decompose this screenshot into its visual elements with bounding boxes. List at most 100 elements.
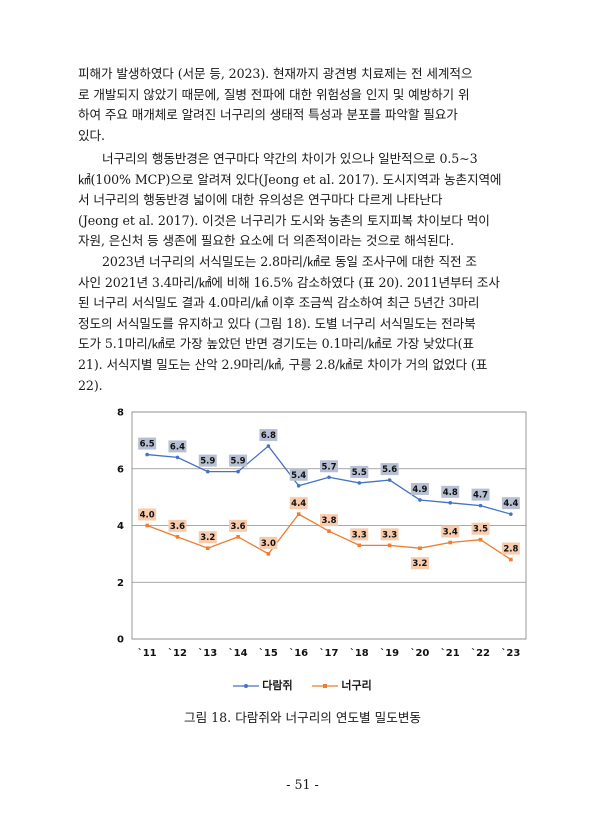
paragraph-line: 22).: [78, 377, 103, 393]
chart-series: [145, 444, 513, 562]
data-label-bg: [138, 508, 157, 521]
data-point: [175, 535, 180, 539]
data-point: [448, 540, 453, 545]
data-point: [175, 455, 180, 460]
y-axis-ticks: 0 2 4 6 8: [117, 408, 124, 646]
data-label: 4.0: [140, 511, 155, 521]
data-label: 3.6: [231, 522, 246, 532]
x-tick-label: `22: [471, 647, 490, 659]
paragraph-line: 사인 2021년 3.4마리/㎢에 비해 16.5% 감소하였다 (표 20).…: [78, 274, 500, 290]
data-label-bg: [441, 525, 460, 538]
data-label: 4.7: [473, 491, 488, 501]
data-point: [205, 469, 210, 474]
chart-data-labels: 6.5 6.4 5.9 5.9 6.8 5.4 5.7 5.5 5.6 4.9 4.8 4.7 4.4 4…: [138, 429, 520, 570]
data-label: 5.4: [291, 471, 306, 481]
legend-label: 다람쥐: [262, 679, 293, 692]
data-label: 3.0: [261, 539, 276, 549]
data-label: 3.3: [382, 530, 397, 540]
legend-item-raccoon-dog: 너구리: [312, 677, 372, 693]
x-tick-label: `20: [410, 647, 429, 659]
data-point: [357, 543, 362, 548]
data-label-bg: [259, 536, 278, 549]
data-label: 3.6: [170, 522, 185, 532]
paragraph-line: 정도의 서식밀도를 유지하고 있다 (그림 18). 도별 너구리 서식밀도는 …: [78, 315, 476, 331]
data-point: [145, 452, 149, 457]
legend-marker-blue: [233, 684, 260, 688]
figure-caption: 그림 18. 다람쥐와 너구리의 연도별 밀도변동: [183, 710, 421, 725]
data-label: 2.8: [503, 545, 518, 555]
x-tick-label: `11: [138, 647, 157, 659]
data-label-bg: [350, 528, 369, 541]
data-label-bg: [229, 454, 248, 467]
data-label-bg: [289, 468, 308, 481]
data-point: [327, 475, 331, 480]
data-label: 3.3: [352, 530, 367, 540]
data-label-bg: [441, 485, 460, 498]
data-label: 5.6: [382, 465, 397, 475]
data-point: [387, 478, 392, 482]
data-point: [387, 543, 392, 548]
paragraph-line: 도가 5.1마리/㎢로 가장 높았던 반면 경기도는 0.1마리/㎢로 가장 낮…: [78, 336, 474, 352]
data-label: 6.8: [261, 431, 276, 441]
paragraph-line: 서 너구리의 행동반경 넓이에 대한 유의성은 연구마다 다르게 나타난다: [78, 192, 443, 208]
data-point: [296, 512, 301, 516]
data-label-bg: [198, 531, 217, 544]
data-point: [236, 535, 240, 539]
data-label-bg: [471, 522, 490, 535]
data-label: 4.4: [291, 499, 306, 509]
paragraph-1: 피해가 발생하였다 (서문 등, 2023). 현재까지 광견병 치료제는 전 …: [78, 64, 529, 146]
data-point: [327, 529, 331, 533]
data-point: [509, 512, 513, 516]
data-label-bg: [501, 497, 520, 510]
legend-marker-orange: [312, 684, 339, 688]
data-label: 3.8: [321, 516, 336, 526]
data-label-bg: [501, 542, 520, 555]
paragraph-line: 된 너구리 서식밀도 결과 4.0마리/㎢ 이후 조금씩 감소하여 최근 5년간…: [78, 295, 480, 311]
data-label: 6.4: [170, 442, 185, 452]
data-label: 5.5: [352, 468, 367, 478]
legend-label: 너구리: [341, 679, 372, 692]
paragraph-line: 로 개발되지 않았기 때문에, 질병 전파에 대한 위험성을 인지 및 예방하기…: [78, 86, 470, 102]
data-point: [478, 537, 483, 542]
x-tick-label: `13: [198, 647, 217, 659]
data-label-bg: [471, 488, 490, 501]
data-label-bg: [410, 482, 429, 495]
paragraph-line: 피해가 발생하였다 (서문 등, 2023). 현재까지 광견병 치료제는 전 …: [78, 66, 473, 81]
x-tick-label: `23: [501, 647, 520, 659]
data-point: [418, 546, 422, 550]
data-point: [418, 498, 422, 502]
paragraph-line: 하여 주요 매개체로 알려진 너구리의 생태적 특성과 분포를 파악할 필요가: [78, 107, 458, 123]
paragraph-line: 21). 서식지별 밀도는 산악 2.9마리/㎢, 구릉 2.8/㎢로 차이가 …: [78, 356, 488, 372]
data-label-bg: [320, 460, 338, 473]
data-label-bg: [168, 440, 187, 453]
data-point: [145, 523, 149, 528]
data-point: [266, 444, 271, 448]
paragraph-2: 너구리의 행동반경은 연구마다 약간의 차이가 있으나 일반적으로 0.5∼3 …: [78, 149, 529, 252]
data-label: 5.7: [321, 462, 336, 472]
y-tick-label: 0: [117, 635, 124, 646]
data-point: [478, 503, 483, 508]
data-label: 3.2: [412, 559, 427, 569]
x-tick-label: `18: [350, 647, 369, 659]
data-point: [448, 501, 453, 505]
page-number: - 51 -: [286, 777, 319, 792]
x-tick-label: `15: [259, 647, 278, 659]
y-tick-label: 8: [117, 408, 124, 419]
data-label-bg: [138, 437, 157, 450]
paragraph-line: 너구리의 행동반경은 연구마다 약간의 차이가 있으나 일반적으로 0.5∼3: [102, 151, 478, 166]
data-point: [509, 557, 513, 562]
y-tick-label: 2: [117, 578, 124, 589]
x-tick-label: `21: [441, 647, 460, 659]
data-label-bg: [350, 465, 369, 478]
data-point: [296, 483, 301, 488]
data-label: 3.4: [443, 528, 458, 538]
data-label: 5.9: [231, 457, 246, 467]
x-axis-ticks: `11 `12 `13 `14 `15 `16 `17 `18 `19 `20 `21 `22 `23: [138, 647, 521, 659]
data-label: 4.4: [503, 499, 518, 509]
data-label-bg: [320, 514, 338, 527]
paragraph-line: 2023년 너구리의 서식밀도는 2.8마리/㎢로 동일 조사구에 대한 직전 …: [102, 254, 477, 269]
data-label-bg: [259, 429, 278, 442]
data-label: 6.5: [140, 440, 155, 450]
data-label-bg: [289, 497, 308, 510]
